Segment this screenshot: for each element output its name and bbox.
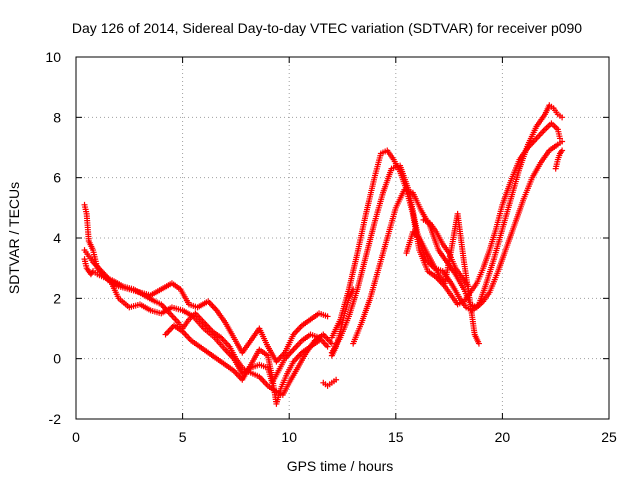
series-track-c [81,247,331,386]
data-point [328,340,335,347]
data-point [559,147,566,154]
series-track-i [320,376,340,389]
data-point [324,343,331,350]
y-tick-label: 6 [53,170,61,186]
data-point [465,283,472,290]
data-points [81,102,566,407]
data-point [350,286,357,293]
series-track-l [420,216,472,290]
y-tick-label: 2 [53,290,61,306]
y-tick-label: 4 [53,230,61,246]
data-point [316,337,323,344]
x-tick-label: 25 [601,429,617,445]
data-point [333,376,340,383]
y-tick-label: 10 [45,49,61,65]
y-tick-label: 8 [53,109,61,125]
data-point [559,114,566,121]
grid-lines [76,57,609,419]
data-point [475,340,482,347]
y-axis-label: SDTVAR / TECUs [6,182,22,294]
y-tick-label: -2 [49,411,62,427]
data-point [324,313,331,320]
series-track-j [552,147,566,172]
data-point [559,138,566,145]
series-track-e [328,120,563,341]
series-track-b [81,201,331,365]
x-tick-label: 20 [495,429,511,445]
series-track-d [162,322,323,407]
x-tick-label: 15 [388,429,404,445]
series-track-a [81,256,335,398]
series-track-g [350,138,566,347]
x-tick-label: 5 [179,429,187,445]
x-axis-ticks: 0 5 10 15 20 25 [72,57,617,445]
x-tick-label: 10 [281,429,297,445]
plot-frame [75,56,610,420]
x-axis-label: GPS time / hours [287,458,394,474]
x-tick-label: 0 [72,429,80,445]
y-tick-label: 0 [53,351,61,367]
chart-title: Day 126 of 2014, Sidereal Day-to-day VTE… [72,20,582,36]
y-axis-ticks: -2 0 2 4 6 8 10 [45,49,609,427]
series-track-k [328,286,357,359]
